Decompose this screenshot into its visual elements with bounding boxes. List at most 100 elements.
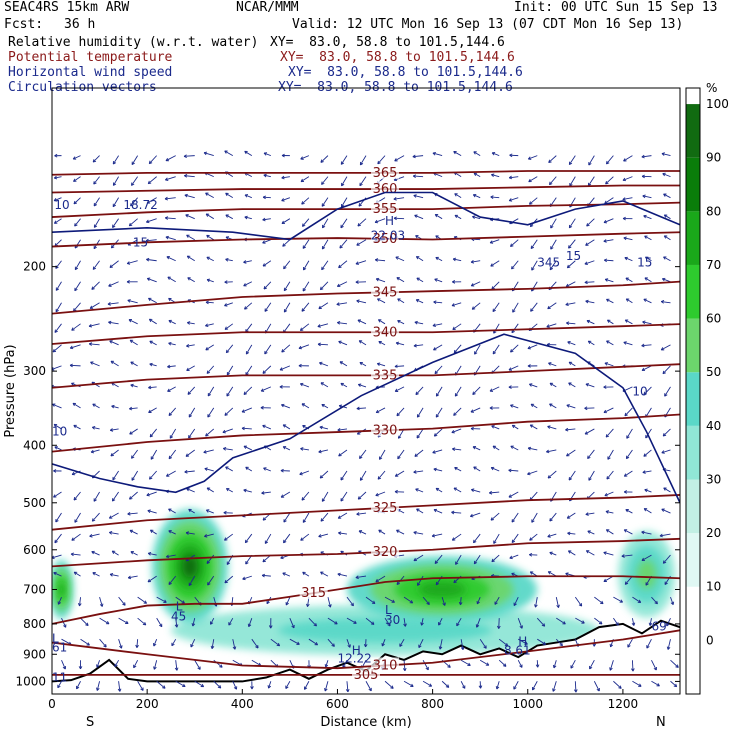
wind-vector xyxy=(53,572,62,577)
wind-vector-head xyxy=(483,645,487,649)
wind-vector-head xyxy=(359,361,363,366)
wind-vector-head xyxy=(226,372,231,376)
wind-vector-head xyxy=(642,320,646,325)
wind-vector-head xyxy=(207,393,212,397)
wind-vector xyxy=(473,466,481,472)
wind-vector-head xyxy=(108,283,112,287)
wind-vector xyxy=(413,175,424,178)
wind-vector xyxy=(626,428,633,439)
wind-vector xyxy=(586,320,595,325)
wind-vector xyxy=(377,470,386,480)
wind-vector xyxy=(567,260,576,269)
wind-vector xyxy=(171,638,177,647)
colorbar-tick-label: 40 xyxy=(706,419,721,433)
wind-vector-head xyxy=(550,225,554,229)
wind-vector-head xyxy=(186,234,190,238)
wind-vector-head xyxy=(314,641,319,646)
wind-vector xyxy=(586,218,595,227)
wind-vector-head xyxy=(72,402,76,407)
colorbar-tick-label: 0 xyxy=(706,633,714,647)
wind-vector xyxy=(454,214,462,220)
wind-vector xyxy=(585,300,595,304)
wind-vector xyxy=(454,386,462,397)
wind-vector-head xyxy=(197,666,201,670)
wind-vector xyxy=(148,297,157,304)
wind-vector-head xyxy=(112,203,116,208)
wind-vector xyxy=(377,155,386,165)
wind-vector-head xyxy=(619,599,624,603)
wind-vector-head xyxy=(664,581,668,585)
wind-vector xyxy=(568,470,576,481)
wind-vector-head xyxy=(205,509,210,513)
y-tick-label: 1000 xyxy=(15,674,46,688)
wind-vector xyxy=(337,573,348,577)
wind-vector-head xyxy=(375,578,379,583)
wind-vector-head xyxy=(109,428,114,432)
wind-vector-head xyxy=(549,518,553,522)
wind-vector-head xyxy=(268,625,273,629)
wind-vector xyxy=(490,260,500,267)
wind-vector xyxy=(396,277,405,283)
wind-vector xyxy=(605,510,614,514)
wind-vector-head xyxy=(527,156,532,160)
wind-vector xyxy=(607,449,614,460)
wind-vector-head xyxy=(584,280,588,285)
wind-vector-head xyxy=(285,685,289,689)
wind-vector-head xyxy=(129,529,134,534)
wind-vector-head xyxy=(415,391,419,396)
wind-vector xyxy=(460,597,462,605)
wind-vector-head xyxy=(245,561,249,565)
wind-vector-head xyxy=(109,573,114,577)
wind-vector xyxy=(76,681,81,690)
wind-vector-head xyxy=(298,363,302,368)
wind-vector-head xyxy=(547,475,552,479)
wind-vector xyxy=(565,302,576,306)
wind-vector xyxy=(435,407,443,418)
wind-vector xyxy=(111,382,119,388)
wind-vector-head xyxy=(643,298,647,302)
wind-vector-head xyxy=(566,404,570,408)
wind-vector-head xyxy=(63,624,67,628)
wind-vector-head xyxy=(489,406,493,410)
theta-contour-365 xyxy=(52,170,680,176)
theta-contour-label: 365 xyxy=(373,166,398,181)
wind-vector xyxy=(624,575,633,585)
wind-vector-head xyxy=(527,471,531,476)
wind-vector xyxy=(663,256,671,262)
wind-vector xyxy=(641,365,652,371)
wind-vector-head xyxy=(409,600,414,604)
y-tick-label: 800 xyxy=(23,617,46,631)
wind-vector xyxy=(319,362,329,367)
y-tick-label: 200 xyxy=(23,260,46,274)
wind-vector xyxy=(55,260,62,269)
wind-vector xyxy=(184,194,195,199)
wind-vector-head xyxy=(263,173,267,178)
wind-vector-head xyxy=(243,488,247,493)
wind-vector xyxy=(512,424,519,430)
wind-vector xyxy=(452,533,462,541)
wind-vector-head xyxy=(491,151,496,156)
wind-vector xyxy=(356,300,367,304)
theta-contour-label: 340 xyxy=(373,325,398,340)
wind-vector xyxy=(631,660,634,672)
wind-vector-head xyxy=(451,510,455,515)
wind-vector-head xyxy=(381,643,385,647)
wind-vector xyxy=(72,402,81,409)
wind-vector-head xyxy=(165,554,170,559)
wind-vector-head xyxy=(504,642,509,647)
wind-vector-head xyxy=(377,298,381,302)
wind-vector-head xyxy=(435,256,439,261)
wind-vector xyxy=(434,278,443,283)
wind-vector xyxy=(73,176,81,182)
wind-vector-head xyxy=(549,551,553,556)
wind-vector-head xyxy=(186,367,190,371)
wind-vector xyxy=(651,660,657,671)
wind-vector-head xyxy=(524,641,528,645)
contour-annotation: 345 xyxy=(537,256,560,270)
wind-vector-head xyxy=(187,321,191,325)
wind-vector xyxy=(489,491,500,494)
wind-vector xyxy=(453,344,462,354)
wind-vector xyxy=(666,617,671,627)
wind-vector-head xyxy=(166,256,170,260)
wind-vector-head xyxy=(397,298,401,302)
